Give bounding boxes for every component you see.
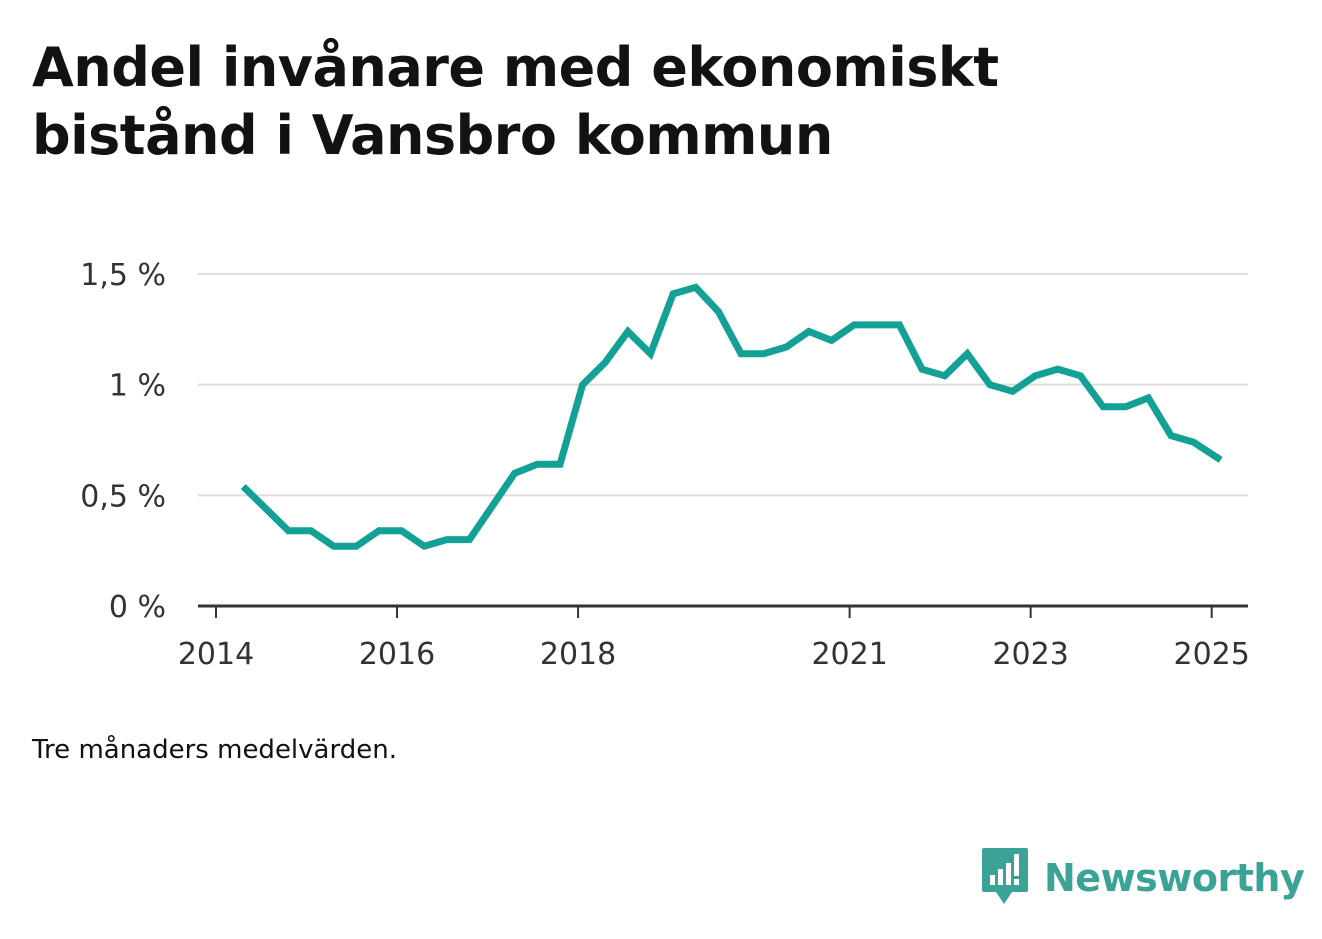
x-tick-label: 2016	[359, 637, 435, 672]
y-tick-labels: 0 % 0,5 % 1 % 1,5 %	[80, 258, 166, 625]
x-tick-label: 2018	[540, 637, 616, 672]
y-tick-label: 0,5 %	[80, 479, 166, 514]
x-tick-label: 2023	[992, 637, 1068, 672]
x-tick-label: 2014	[178, 637, 254, 672]
chart-title: Andel invånare med ekonomiskt bistånd i …	[32, 36, 999, 167]
line-chart: 0 % 0,5 % 1 % 1,5 % 2014 2016 2018 2021 2023 202…	[80, 258, 1250, 672]
x-axis	[198, 604, 1248, 618]
chart-note: Tre månaders medelvärden.	[32, 735, 397, 765]
x-tick-labels: 2014 2016 2018 2021 2023 2025	[178, 637, 1250, 672]
newsworthy-logo-icon	[980, 846, 1030, 910]
series-lines	[240, 283, 1223, 551]
gridlines	[198, 273, 1248, 497]
y-tick-label: 1,5 %	[80, 258, 166, 293]
x-tick-label: 2021	[811, 637, 887, 672]
y-tick-label: 0 %	[109, 590, 166, 625]
x-tick-label: 2025	[1174, 637, 1250, 672]
y-tick-label: 1 %	[109, 369, 166, 404]
brand-name: Newsworthy	[1044, 856, 1305, 900]
series-line	[240, 283, 1223, 551]
brand-logo[interactable]: Newsworthy	[980, 846, 1305, 910]
